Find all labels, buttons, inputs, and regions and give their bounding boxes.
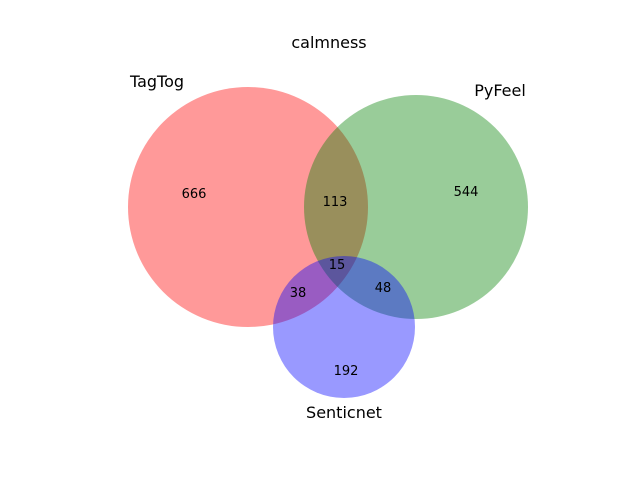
- set-label-pyfeel: PyFeel: [474, 81, 526, 100]
- set-label-senticnet: Senticnet: [306, 403, 382, 422]
- region-label-tagtog-senticnet: 38: [290, 286, 307, 301]
- region-label-all-three: 15: [329, 258, 346, 273]
- circle-senticnet: [273, 256, 415, 398]
- region-label-pyfeel-senticnet: 48: [375, 281, 392, 296]
- region-label-pyfeel-only: 544: [454, 185, 479, 200]
- region-label-tagtog-pyfeel: 113: [323, 195, 348, 210]
- circle-tagtog: [128, 87, 368, 327]
- region-label-senticnet-only: 192: [334, 364, 359, 379]
- chart-title: calmness: [291, 33, 366, 52]
- region-label-tagtog-only: 666: [182, 187, 207, 202]
- set-label-tagtog: TagTog: [129, 72, 184, 91]
- circles-group: [128, 87, 528, 398]
- circle-pyfeel: [304, 95, 528, 319]
